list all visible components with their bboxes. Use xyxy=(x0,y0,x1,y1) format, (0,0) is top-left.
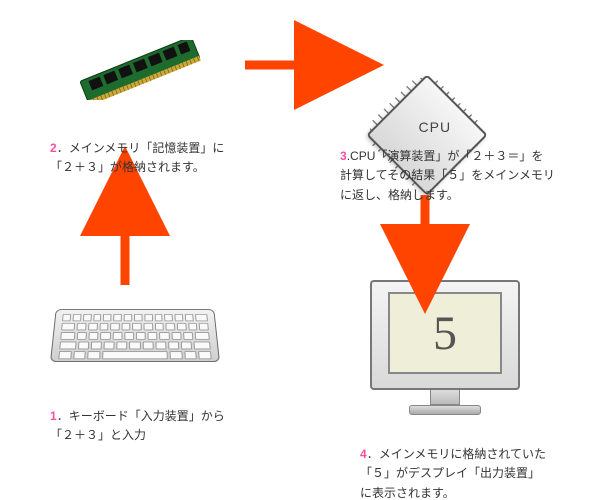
step-3-caption: 3.CPU「演算装置」が「２＋３＝」を 計算してその結果「５」をメインメモリ に… xyxy=(340,128,555,205)
diagram-stage: CPU 5 1．キーボード「入力装置」か xyxy=(0,0,600,500)
step-2-number: 2 xyxy=(50,141,57,155)
step-2-text: ．メインメモリ「記憶装置」に 「２＋３」が格納されます。 xyxy=(50,141,224,174)
step-2-caption: 2．メインメモリ「記憶装置」に 「２＋３」が格納されます。 xyxy=(50,120,224,178)
step-4-text: ．メインメモリに格納されていた 「５」がデスプレイ「出力装置」 に表示されます。 xyxy=(360,447,546,499)
step-3-text: .CPU「演算装置」が「２＋３＝」を 計算してその結果「５」をメインメモリ に返… xyxy=(340,149,555,201)
step-1-text: ．キーボード「入力装置」から 「２＋３」と入力 xyxy=(50,409,225,442)
step-4-number: 4 xyxy=(360,447,367,461)
step-1-number: 1 xyxy=(50,409,57,423)
step-3-number: 3 xyxy=(340,149,347,163)
step-1-caption: 1．キーボード「入力装置」から 「２＋３」と入力 xyxy=(50,388,225,446)
step-4-caption: 4．メインメモリに格納されていた 「５」がデスプレイ「出力装置」 に表示されます… xyxy=(360,426,546,500)
